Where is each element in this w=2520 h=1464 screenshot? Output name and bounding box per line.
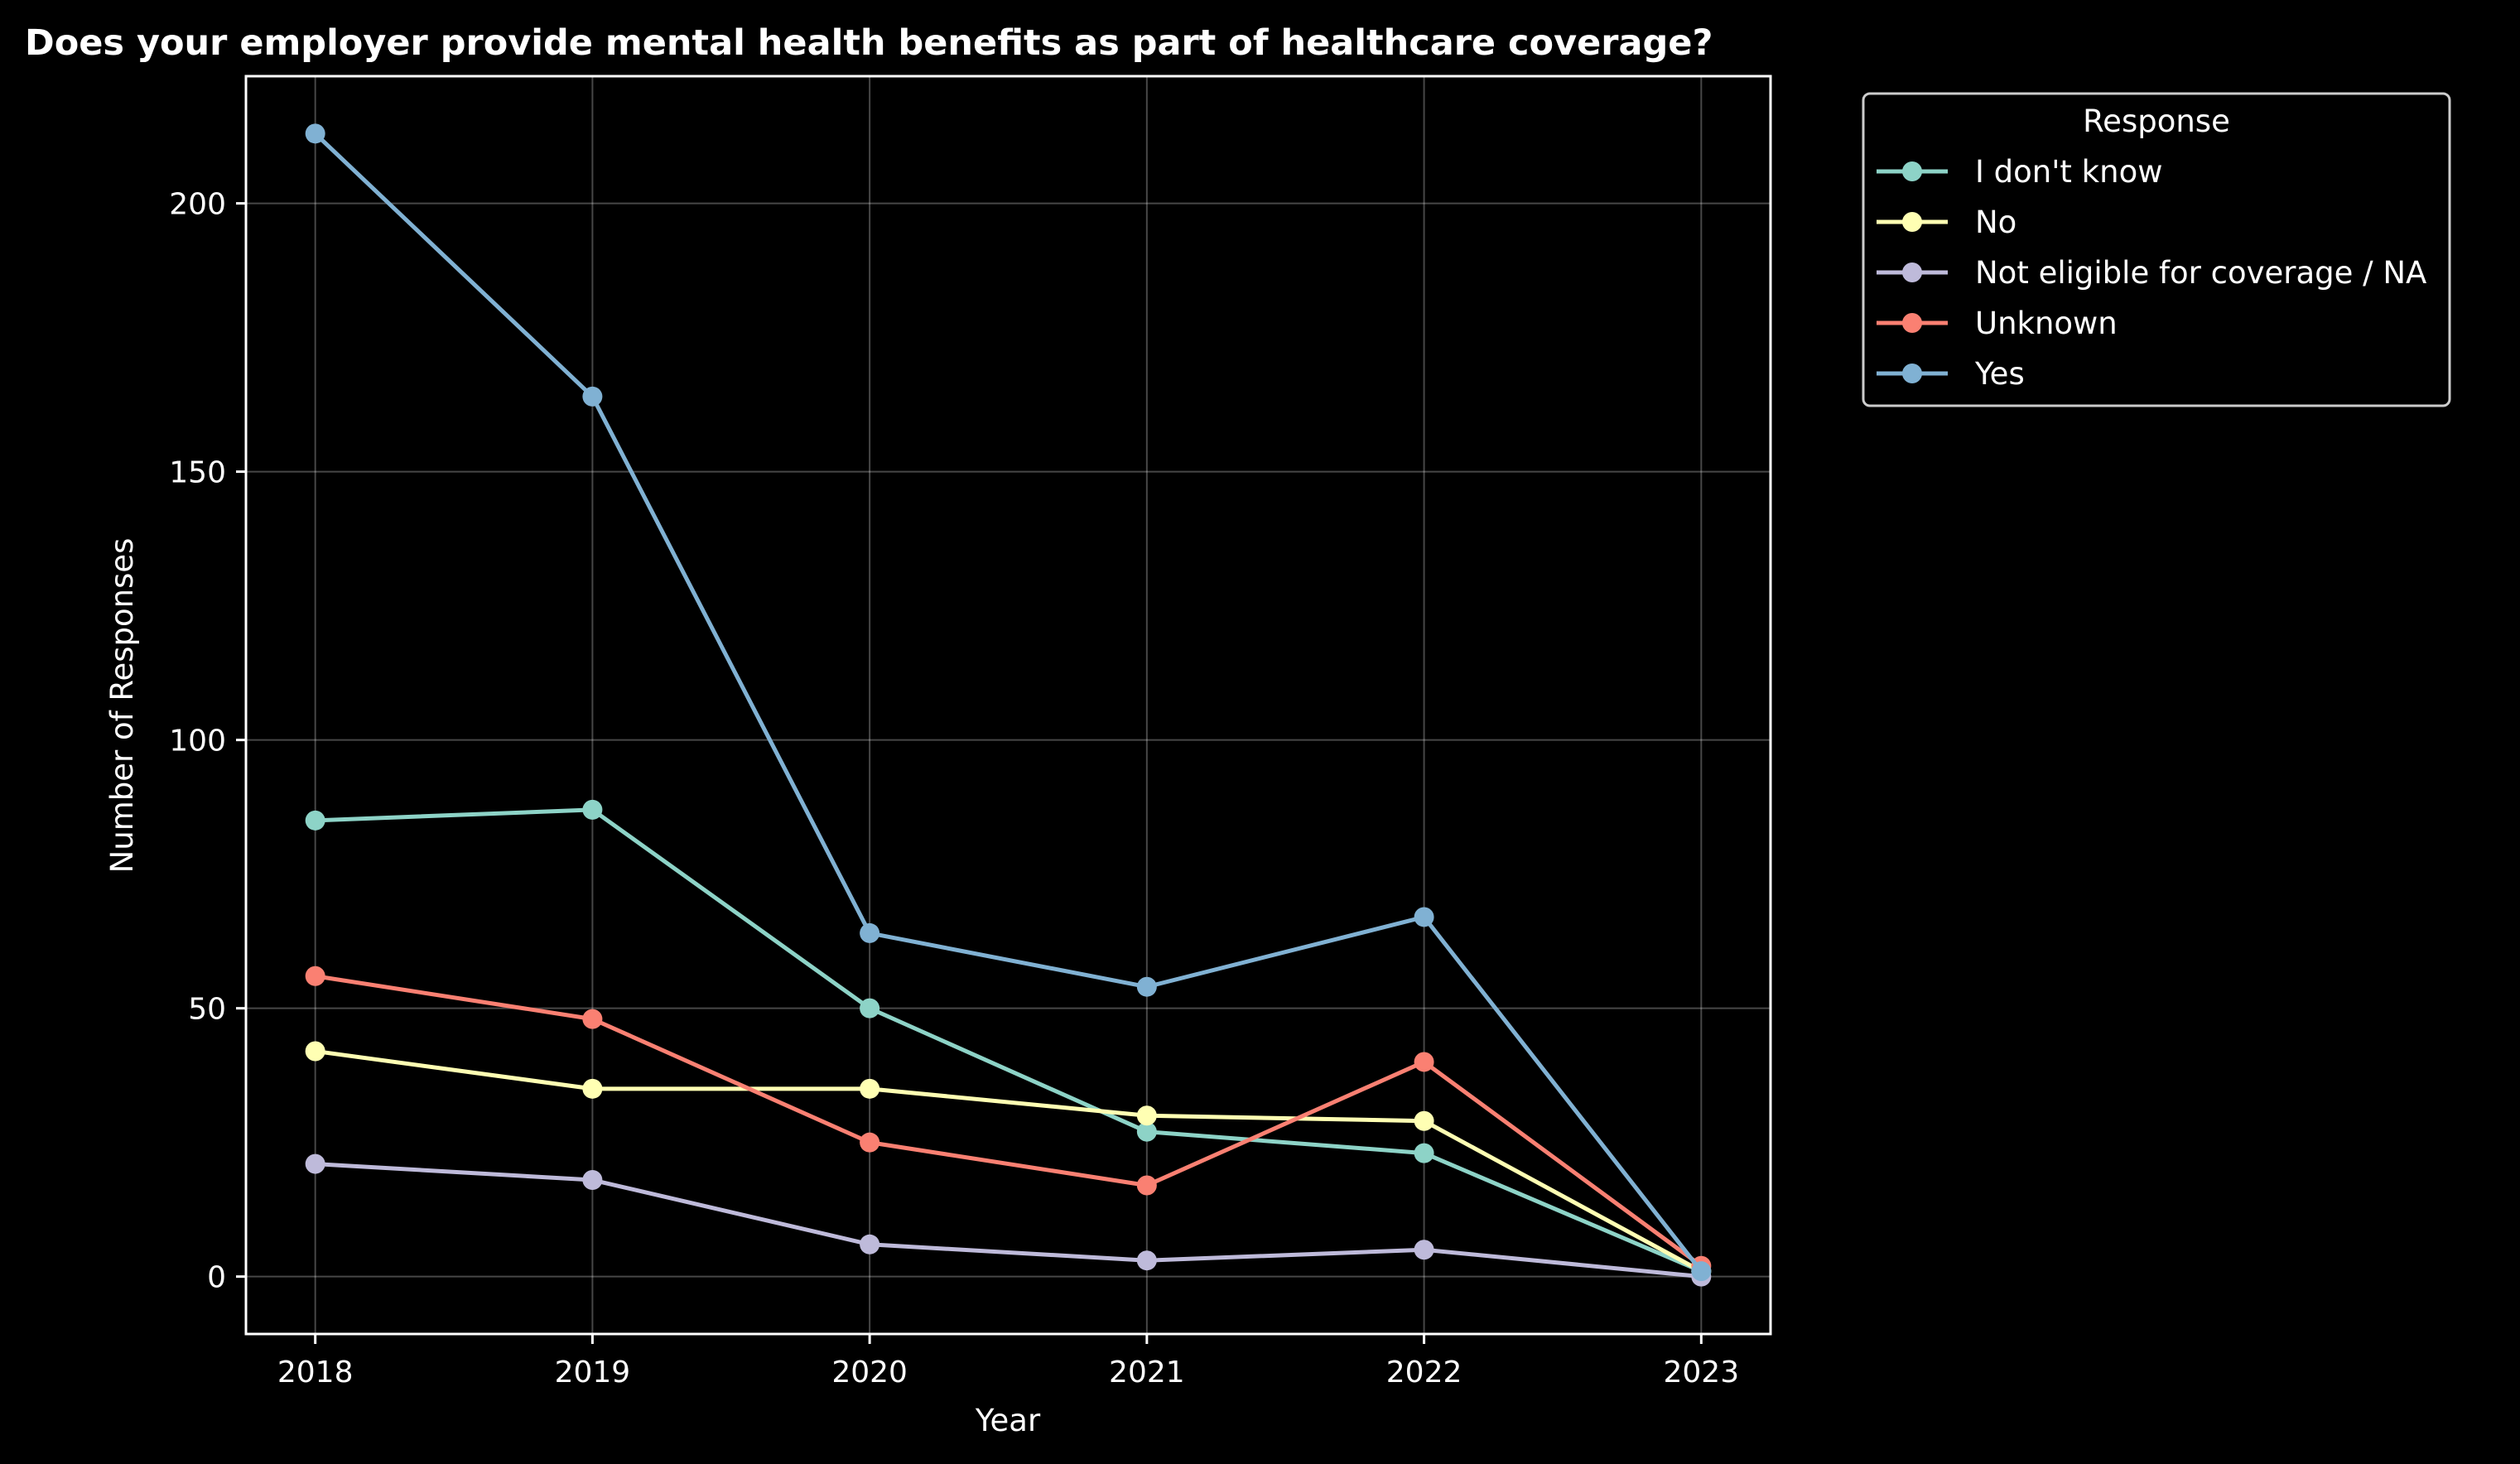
legend-box: [1862, 92, 2451, 407]
y-axis-label: Number of Responses: [104, 538, 140, 874]
legend-label: Yes: [1974, 356, 2025, 392]
legend-label: I don't know: [1975, 154, 2162, 190]
data-point: [305, 810, 325, 831]
series-lines: [305, 123, 1712, 1287]
series-line: [315, 1162, 1702, 1279]
data-point: [582, 1009, 603, 1029]
legend-marker: [1902, 313, 1922, 333]
series-line: [315, 807, 1703, 1274]
data-point: [1136, 976, 1157, 997]
legend-marker: [1902, 212, 1922, 232]
data-point: [305, 966, 325, 986]
data-point: [1136, 1250, 1157, 1271]
y-tick-label: 150: [169, 456, 226, 490]
legend-label: No: [1975, 205, 2016, 240]
series-line: [315, 974, 1703, 1268]
x-tick-label: 2022: [1386, 1356, 1462, 1389]
y-tick-label: 0: [207, 1261, 226, 1295]
grid-lines: [246, 76, 1771, 1334]
x-tick-label: 2023: [1664, 1356, 1740, 1389]
data-point: [1414, 1240, 1434, 1260]
data-point: [1414, 1143, 1434, 1163]
data-point: [1414, 1110, 1434, 1131]
data-point: [1136, 1105, 1157, 1126]
y-tick-label: 200: [169, 188, 226, 222]
x-tick-label: 2020: [831, 1356, 908, 1389]
x-axis-label: Year: [975, 1403, 1041, 1438]
data-point: [305, 1153, 325, 1174]
y-tick-label: 100: [169, 725, 226, 758]
legend-marker: [1902, 262, 1922, 282]
data-point: [860, 1234, 880, 1255]
legend-label: Not eligible for coverage / NA: [1975, 255, 2426, 291]
legend: Response I don't know No Not eligible for …: [1862, 92, 2451, 407]
data-point: [305, 1041, 325, 1062]
data-point: [1414, 1052, 1434, 1072]
x-tick-label: 2019: [555, 1356, 631, 1389]
series-line: [315, 1049, 1703, 1274]
legend-label: Unknown: [1975, 306, 2118, 341]
data-point: [1414, 907, 1434, 927]
data-point: [860, 1132, 880, 1153]
data-point: [582, 1170, 603, 1191]
legend-title: Response: [2083, 104, 2230, 139]
legend-marker: [1902, 364, 1922, 383]
data-point: [305, 123, 325, 144]
data-point: [1136, 1175, 1157, 1196]
x-axis-ticks: 2018 2019 2020 2021 2022 2023: [277, 1334, 1739, 1389]
y-tick-label: 50: [188, 993, 226, 1027]
y-axis-ticks: 0 50 100 150 200: [169, 188, 246, 1295]
chart-title: Does your employer provide mental health…: [25, 22, 1713, 64]
data-point: [1691, 1261, 1712, 1282]
x-tick-label: 2021: [1109, 1356, 1185, 1389]
plot-frame: [244, 75, 1772, 1336]
data-point: [582, 1078, 603, 1099]
data-point: [582, 799, 603, 820]
data-point: [860, 922, 880, 943]
legend-items: I don't know No Not eligible for coverage …: [1877, 154, 2426, 392]
data-point: [582, 386, 603, 407]
series-line: [313, 132, 1703, 1273]
legend-marker: [1902, 161, 1922, 181]
x-tick-label: 2018: [277, 1356, 354, 1389]
data-point: [1136, 1121, 1157, 1142]
data-point: [860, 1078, 880, 1099]
data-point: [860, 998, 880, 1019]
